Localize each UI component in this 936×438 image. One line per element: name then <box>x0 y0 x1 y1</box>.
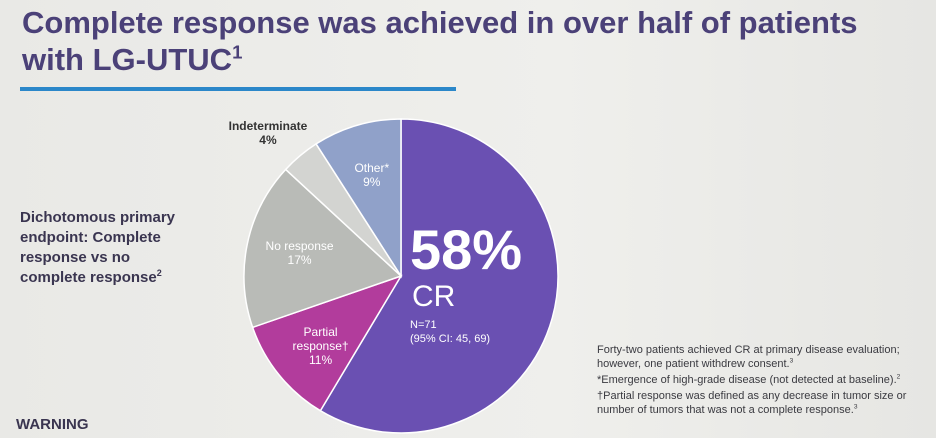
slice-label-box: No response 17% <box>255 239 345 267</box>
footnote: †Partial response was defined as any dec… <box>597 389 933 417</box>
pie-slice <box>319 118 559 434</box>
slice-value-label: 9% <box>363 174 381 189</box>
footnote-text: Forty-two patients achieved CR at primar… <box>597 344 900 370</box>
footnote-ref: 3 <box>789 357 794 365</box>
slice-value-label: 11% <box>308 353 333 368</box>
footnote-text: †Partial response was defined as any dec… <box>597 390 907 416</box>
slice-value-label: 58% <box>410 218 523 281</box>
slice-value-label: 17% <box>287 252 312 267</box>
pie-slice <box>251 274 403 412</box>
title: Complete response was achieved in over h… <box>22 4 922 78</box>
slice-label-box: Indeterminate 4% <box>223 119 313 147</box>
slice-value-label: 4% <box>259 133 277 148</box>
footnotes: Forty-two patients achieved CR at primar… <box>597 343 933 419</box>
endpoint-ref: 2 <box>156 268 162 278</box>
n-label: N=71 <box>410 319 437 331</box>
slice-label: Partial response† <box>292 325 349 354</box>
title-rule <box>20 87 456 91</box>
slice-label: No response <box>265 238 334 253</box>
title-text: Complete response was achieved in over h… <box>22 5 858 77</box>
warning: WARNING <box>16 416 89 433</box>
ci-label: (95% CI: 45, 69) <box>410 333 491 345</box>
footnote: Forty-two patients achieved CR at primar… <box>597 343 933 371</box>
slice-label-box: Partial response† 11% <box>276 325 366 367</box>
slice-label: CR <box>412 280 456 313</box>
slice-label: Indeterminate <box>228 119 308 134</box>
slice-label: Other* <box>354 160 390 175</box>
footnote: *Emergence of high-grade disease (not de… <box>597 373 933 387</box>
endpoint-text: Dichotomous primary endpoint: Complete r… <box>20 209 176 286</box>
footnote-text: *Emergence of high-grade disease (not de… <box>597 374 897 386</box>
footnote-ref: 3 <box>853 403 858 411</box>
footnote-ref: 2 <box>896 373 901 381</box>
title-ref: 1 <box>232 41 243 63</box>
endpoint: Dichotomous primary endpoint: Complete r… <box>20 208 200 288</box>
pie-slice <box>243 168 403 329</box>
slice-label-box: Other* 9% <box>327 161 417 189</box>
pie-slice <box>315 118 402 279</box>
